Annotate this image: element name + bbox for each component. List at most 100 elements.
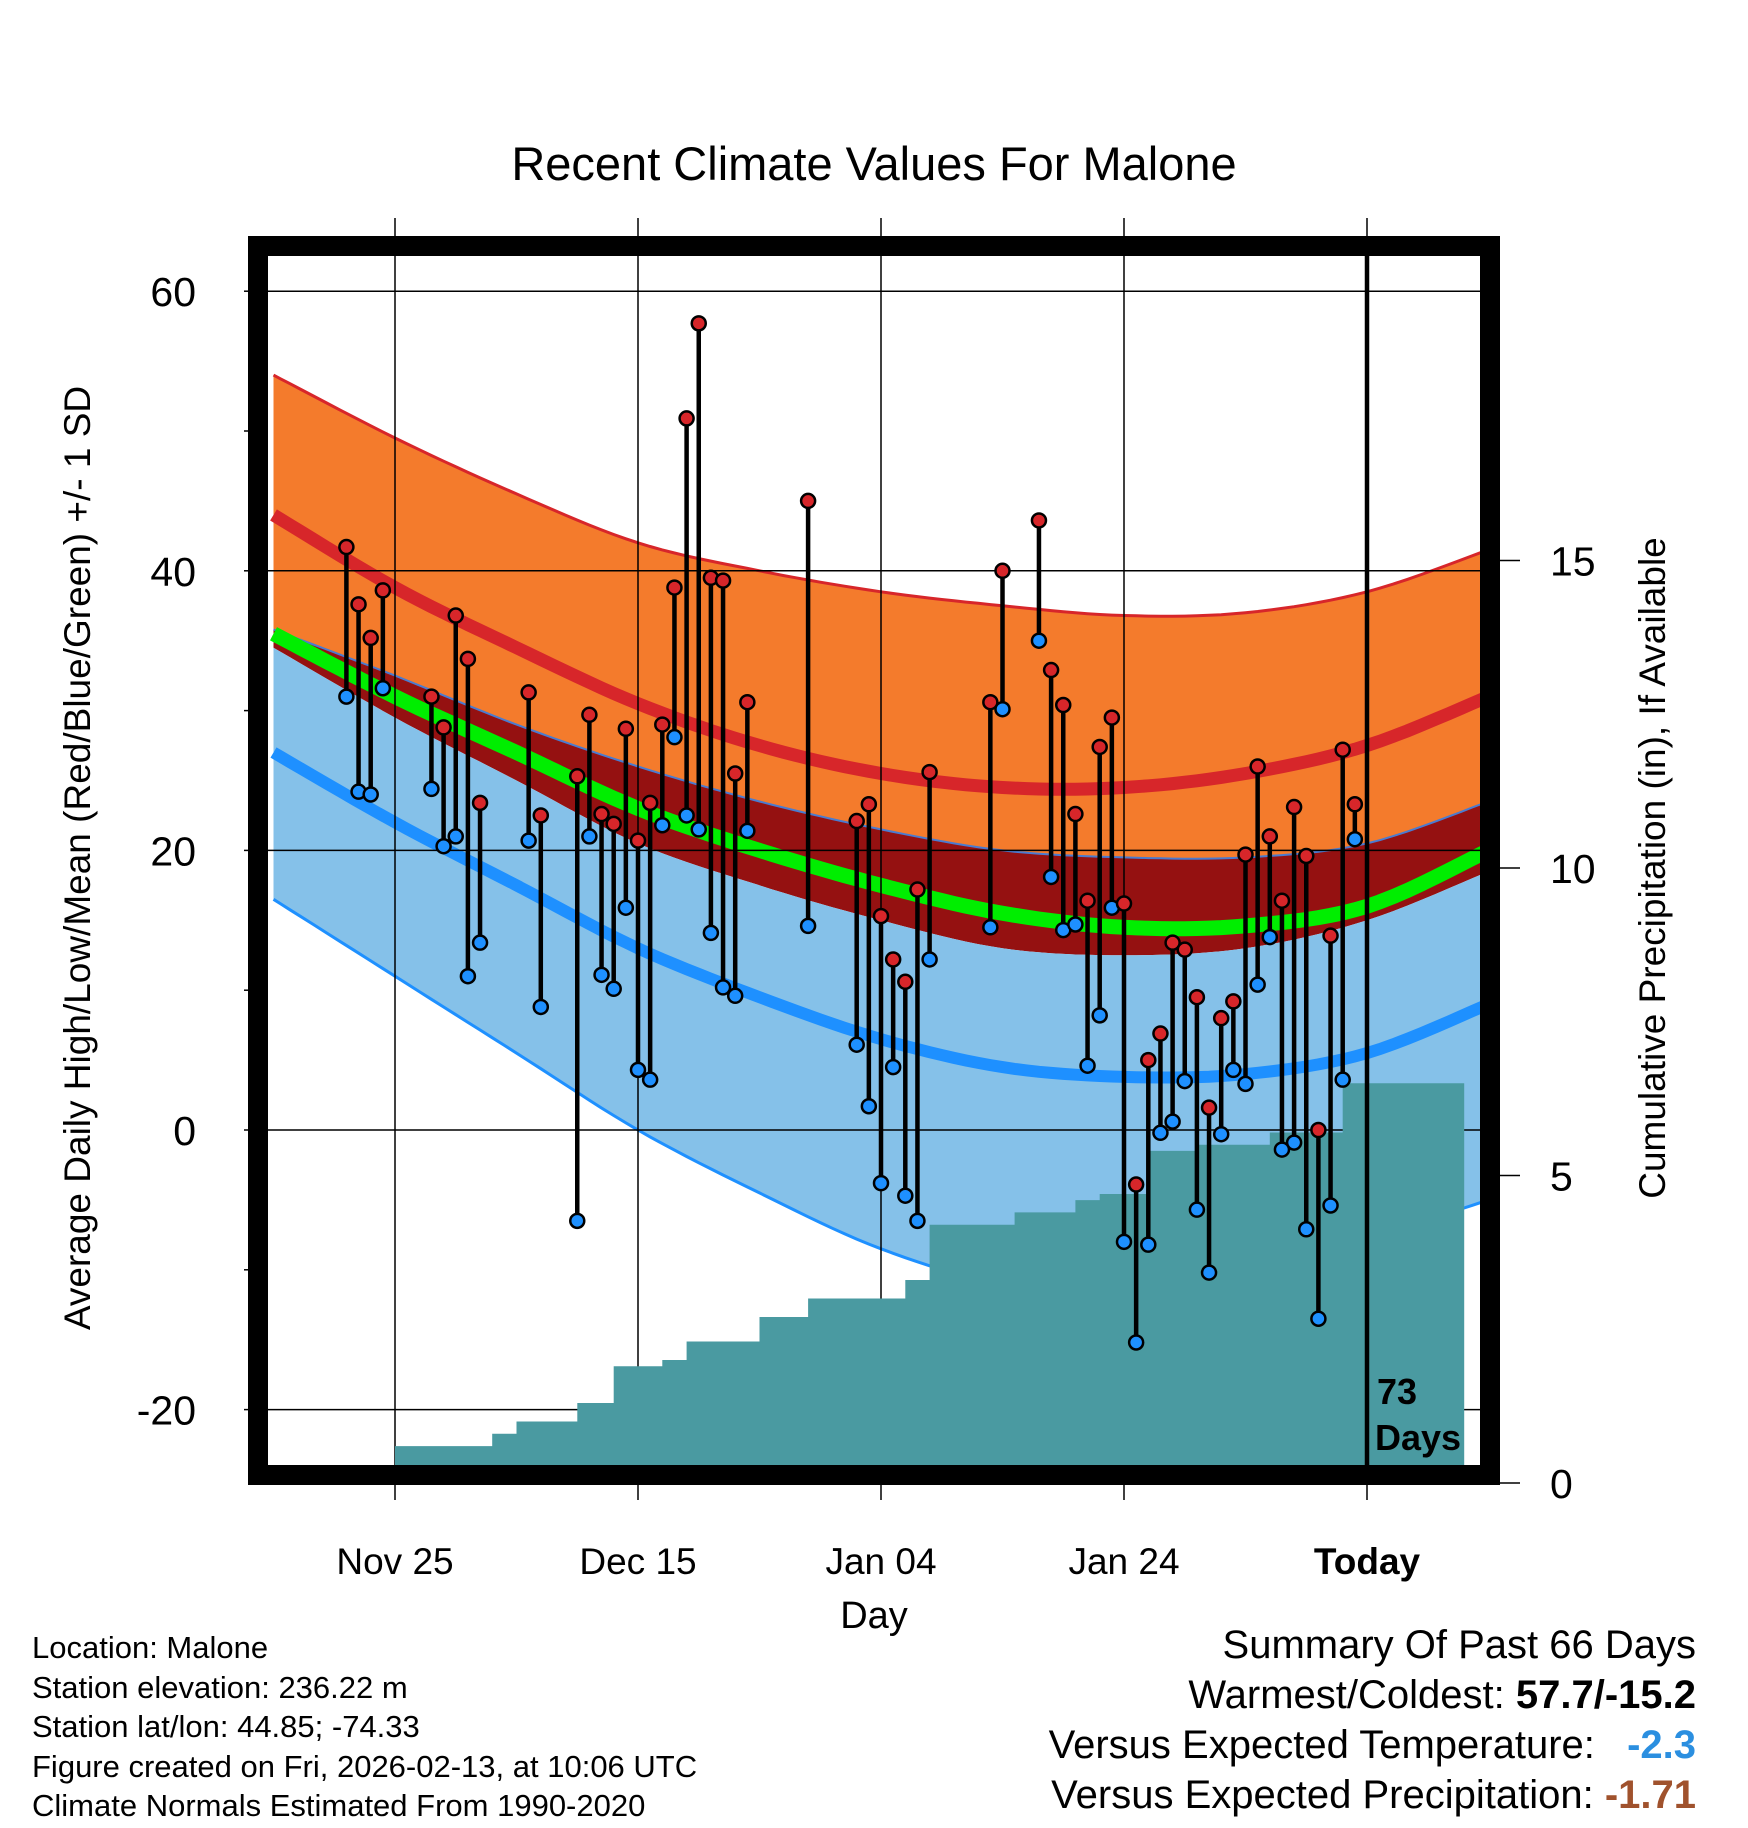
high-point — [605, 815, 622, 833]
high-point — [1067, 805, 1084, 823]
low-point — [860, 1097, 878, 1115]
x-axis-label: Day — [840, 1595, 908, 1637]
summary-title: Summary Of Past 66 Days — [1222, 1623, 1696, 1667]
high-point — [884, 951, 902, 968]
high-point — [739, 693, 756, 711]
low-point — [726, 987, 744, 1005]
high-point — [1334, 741, 1351, 758]
low-point — [459, 967, 477, 985]
high-point — [982, 693, 999, 711]
low-point — [569, 1212, 586, 1230]
low-point — [1176, 1072, 1193, 1090]
station-info: Location: Malone Station elevation: 236.… — [32, 1628, 697, 1826]
temp-label: Versus Expected Temperature: — [1048, 1723, 1595, 1767]
high-point — [678, 410, 695, 427]
low-point — [581, 828, 598, 845]
high-point — [1176, 941, 1193, 958]
low-point — [1200, 1264, 1218, 1281]
low-point — [1346, 830, 1364, 848]
low-point — [897, 1187, 914, 1204]
y2-tick-label: 15 — [1550, 539, 1596, 585]
low-point — [1079, 1057, 1096, 1074]
low-point — [1249, 976, 1266, 993]
low-point — [872, 1174, 890, 1192]
high-point — [629, 832, 647, 849]
low-point — [799, 917, 817, 935]
elevation-text: Station elevation: 236.22 m — [32, 1669, 408, 1705]
low-point — [1310, 1310, 1327, 1327]
high-point — [1127, 1176, 1145, 1193]
high-point — [726, 765, 744, 782]
high-point — [1249, 758, 1266, 775]
high-point — [1091, 738, 1108, 756]
high-point — [921, 763, 938, 781]
low-point — [447, 828, 464, 845]
chart-title: Recent Climate Values For Malone — [511, 137, 1236, 190]
y-tick-label: 40 — [150, 549, 196, 595]
low-point — [1042, 868, 1060, 886]
warm-cold-value: 57.7/-15.2 — [1515, 1673, 1696, 1717]
y2-tick-label: 10 — [1550, 846, 1596, 892]
high-point — [1310, 1121, 1327, 1139]
low-point — [884, 1058, 902, 1076]
high-sd-band — [273, 375, 1480, 859]
low-point — [1140, 1236, 1157, 1253]
high-point — [374, 582, 392, 599]
low-point — [1298, 1221, 1315, 1238]
low-point — [1334, 1071, 1351, 1088]
low-point — [714, 979, 732, 996]
high-point — [520, 684, 537, 701]
high-point — [617, 720, 635, 738]
low-point — [1115, 1233, 1133, 1251]
y2-tick-label: 5 — [1550, 1154, 1573, 1200]
high-point — [690, 315, 707, 332]
low-point — [1273, 1141, 1291, 1158]
high-point — [1115, 895, 1133, 912]
y-axis-label: Average Daily High/Low/Mean (Red/Blue/Gr… — [57, 386, 98, 1330]
x-tick-label: Dec 15 — [579, 1541, 696, 1582]
low-point — [739, 822, 756, 840]
low-point — [435, 837, 452, 855]
low-point — [423, 780, 440, 798]
latlon-text: Station lat/lon: 44.85; -74.33 — [32, 1709, 420, 1744]
high-point — [714, 572, 732, 589]
high-point — [666, 579, 683, 596]
high-point — [1322, 927, 1339, 944]
low-sd-band — [273, 647, 1480, 1290]
low-point — [666, 728, 683, 746]
low-point — [605, 980, 622, 998]
low-point — [921, 951, 938, 968]
low-point — [1188, 1201, 1206, 1218]
high-point — [1164, 934, 1181, 951]
low-point — [1030, 632, 1048, 649]
high-point — [654, 716, 671, 733]
low-point — [374, 679, 392, 697]
high-point — [459, 650, 477, 668]
low-point — [678, 807, 695, 824]
low-point — [617, 899, 635, 916]
high-point — [532, 807, 550, 824]
mean-sd-band — [273, 629, 1480, 956]
high-point — [1200, 1099, 1218, 1116]
x-tick-label: Today — [1314, 1541, 1421, 1582]
low-point — [702, 924, 720, 942]
y2-axis-label: Cumulative Precipitation (in), If Availa… — [1632, 537, 1673, 1199]
high-point — [1079, 892, 1096, 909]
low-point — [1127, 1334, 1145, 1351]
high-point — [641, 794, 659, 812]
high-point — [799, 492, 817, 510]
low-point — [909, 1212, 926, 1230]
summary-temp: Versus Expected Temperature: -2.3 — [1049, 1720, 1696, 1770]
high-point — [1188, 988, 1206, 1006]
low-point — [1091, 1007, 1108, 1024]
low-point — [641, 1071, 659, 1088]
high-point — [1237, 846, 1254, 863]
high-point — [1030, 512, 1048, 529]
plot-area: 73 Days — [268, 256, 1480, 1465]
y-tick-label: -20 — [137, 1388, 196, 1434]
high-point — [1285, 798, 1303, 816]
low-point — [362, 786, 379, 803]
high-point — [1055, 696, 1072, 714]
precip-value: -1.71 — [1604, 1773, 1696, 1817]
